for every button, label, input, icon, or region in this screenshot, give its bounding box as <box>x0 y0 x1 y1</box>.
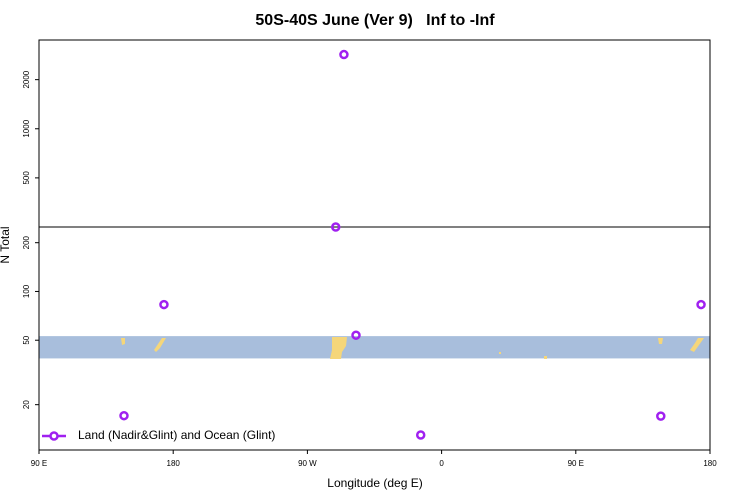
land <box>544 356 547 359</box>
point <box>415 430 426 440</box>
legend-marker <box>49 431 59 441</box>
y-tick-label: 20 <box>22 400 31 409</box>
x-axis-label: Longitude (deg E) <box>327 476 422 490</box>
x-tick-label: 90 E <box>568 459 584 468</box>
land <box>499 352 501 354</box>
x-tick-label: 0 <box>439 459 444 468</box>
x-tick-label: 90 W <box>298 459 317 468</box>
chart-title: 50S-40S June (Ver 9) Inf to -Inf <box>255 12 495 29</box>
y-tick-label: 50 <box>22 335 31 344</box>
point <box>696 299 706 310</box>
y-tick-label: 100 <box>22 284 31 298</box>
y-tick-label: 2000 <box>22 70 31 88</box>
land <box>154 338 166 352</box>
point <box>159 299 169 310</box>
land <box>658 338 663 344</box>
land <box>330 337 347 359</box>
x-tick-label: 180 <box>703 459 717 468</box>
land <box>690 338 704 352</box>
legend-label: Land (Nadir&Glint) and Ocean (Glint) <box>78 428 275 442</box>
point <box>339 49 349 60</box>
land-shapes <box>121 337 704 359</box>
y-tick-label: 500 <box>22 171 31 185</box>
point <box>330 222 341 232</box>
x-tick-label: 180 <box>167 459 181 468</box>
band-layer <box>39 336 710 359</box>
shaded-band <box>39 336 710 359</box>
point <box>351 330 361 340</box>
land <box>121 338 125 345</box>
x-tick-label: 90 E <box>31 459 47 468</box>
y-axis-label: N Total <box>0 226 12 263</box>
y-tick-label: 200 <box>22 235 31 249</box>
y-tick-label: 1000 <box>22 119 31 137</box>
point <box>119 410 129 421</box>
plot-frame <box>38 39 711 451</box>
point <box>656 411 666 421</box>
